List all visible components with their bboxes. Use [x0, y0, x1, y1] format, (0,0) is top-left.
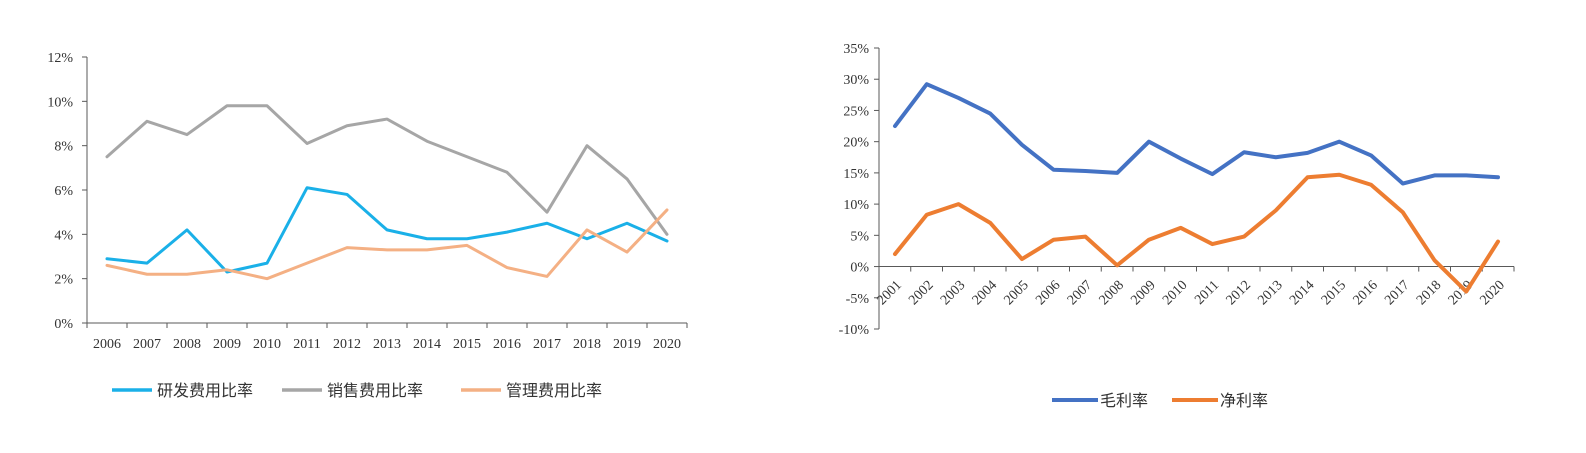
x-tick-label: 2010	[253, 337, 281, 352]
y-tick-label: -10%	[839, 323, 870, 338]
x-tick-label: 2012	[1224, 278, 1254, 308]
x-tick-label: 2011	[293, 337, 320, 352]
legend-label: 净利率	[1220, 391, 1268, 410]
y-tick-label: 10%	[47, 95, 73, 110]
x-tick-label: 2019	[613, 337, 641, 352]
x-tick-label: 2002	[906, 278, 936, 308]
x-tick-label: 2014	[413, 337, 441, 352]
x-tick-label: 2007	[1065, 278, 1095, 308]
legend-label: 毛利率	[1100, 391, 1148, 410]
y-tick-label: 6%	[54, 184, 73, 199]
x-tick-label: 2015	[453, 337, 481, 352]
x-tick-label: 2013	[1255, 278, 1285, 308]
series-line-1	[105, 186, 669, 274]
y-tick-label: 0%	[54, 317, 73, 332]
x-tick-label: 2016	[1351, 278, 1381, 308]
y-tick-label: 15%	[843, 167, 869, 182]
y-tick-label: 12%	[47, 51, 73, 66]
y-tick-label: 2%	[54, 273, 73, 288]
series-line-2	[105, 104, 669, 236]
y-tick-label: 0%	[850, 261, 869, 276]
x-tick-label: 2003	[938, 278, 968, 308]
y-tick-label: 8%	[54, 140, 73, 155]
x-tick-label: 2013	[373, 337, 401, 352]
x-tick-label: 2008	[173, 337, 201, 352]
x-tick-label: 2016	[493, 337, 521, 352]
legend-label: 研发费用比率	[157, 381, 253, 400]
series-line-1	[893, 82, 1500, 186]
series-line-3	[105, 208, 669, 281]
x-tick-label: 2004	[970, 278, 1000, 308]
x-tick-label: 2007	[133, 337, 161, 352]
x-tick-label: 2010	[1160, 278, 1190, 308]
x-tick-label: 2005	[1001, 278, 1031, 308]
y-tick-label: 20%	[843, 136, 869, 151]
x-tick-label: 2006	[93, 337, 121, 352]
y-tick-label: 5%	[850, 229, 869, 244]
y-tick-label: 35%	[843, 42, 869, 57]
x-tick-label: 2018	[1414, 278, 1444, 308]
x-tick-label: 2006	[1033, 278, 1063, 308]
x-tick-label: 2020	[653, 337, 681, 352]
x-tick-label: 2017	[533, 337, 561, 352]
x-tick-label: 2009	[213, 337, 241, 352]
legend-label: 销售费用比率	[327, 381, 423, 400]
x-tick-label: 2012	[333, 337, 361, 352]
y-tick-label: 25%	[843, 104, 869, 119]
expense-ratio-chart: 0% 2% 4% 6% 8% 10% 12% 2006 2007 2008 2009 2010 2011…	[47, 51, 688, 400]
x-tick-label: 2014	[1287, 278, 1317, 308]
y-tick-label: 4%	[54, 228, 73, 243]
x-tick-label: 2017	[1382, 278, 1412, 308]
x-tick-label: 2011	[1192, 278, 1222, 308]
x-tick-label: 2018	[573, 337, 601, 352]
x-tick-label: 2015	[1319, 278, 1349, 308]
x-tick-label: 2009	[1128, 278, 1158, 308]
y-tick-label: 10%	[843, 198, 869, 213]
x-tick-label: 2020	[1477, 278, 1507, 308]
y-tick-label: -5%	[846, 292, 870, 307]
x-tick-label: 2008	[1097, 278, 1127, 308]
legend-label: 管理费用比率	[506, 381, 602, 400]
y-tick-label: 30%	[843, 73, 869, 88]
series-line-2	[893, 172, 1500, 294]
margin-chart: -10%-5%0%5%10%15%20%25%30%35%2001 2002 200…	[839, 42, 1515, 410]
